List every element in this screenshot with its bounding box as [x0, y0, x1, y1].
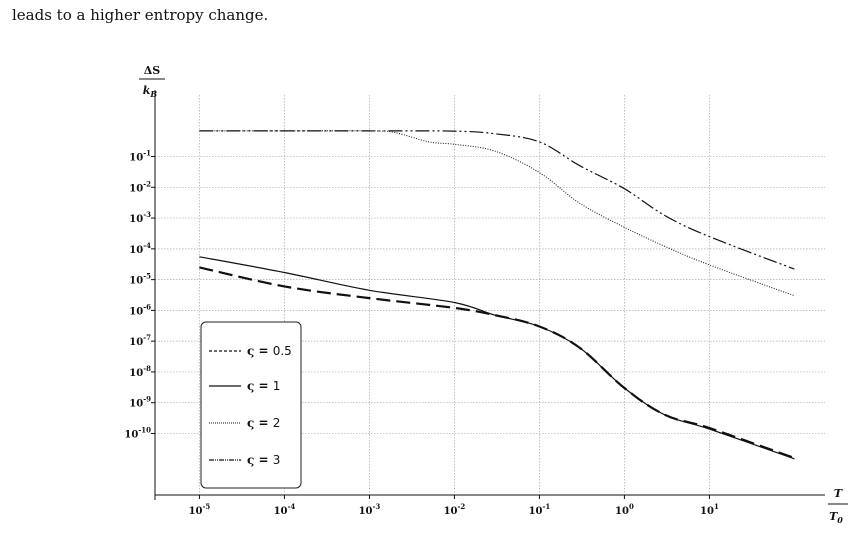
x-tick-label: 100	[615, 502, 634, 517]
legend-item: ς = 1	[209, 379, 280, 393]
legend-label: ς = 0.5	[247, 344, 292, 358]
x-tick-label: 10-3	[359, 502, 381, 517]
x-tick-label: 10-2	[444, 502, 466, 517]
y-tick-label: 10-4	[129, 241, 151, 256]
y-tick-label: 10-1	[129, 149, 151, 164]
y-tick-label: 10-7	[129, 333, 151, 348]
legend-label: ς = 3	[247, 453, 280, 467]
series-line-1	[199, 256, 795, 460]
legend-item: ς = 2	[209, 416, 280, 430]
x-axis-label-numerator: T	[834, 487, 843, 500]
y-axis-label: ΔS kB	[139, 64, 165, 99]
x-ticks: 10-5 10-4 10-3 10-2 10-1 100 101	[189, 495, 719, 517]
x-axis-label: T T0	[828, 487, 848, 525]
legend-box	[200, 321, 302, 489]
axes	[154, 90, 825, 500]
x-axis-label-denominator: T0	[829, 510, 843, 525]
x-tick-label: 10-1	[529, 502, 551, 517]
legend-item: ς = 3	[209, 453, 280, 467]
y-tick-label: 10-8	[129, 364, 151, 379]
y-tick-label: 10-3	[129, 210, 151, 225]
y-ticks: 10-1 10-2 10-3 10-4 10-5 10-6 10-7 10-8 10-9 10-1…	[124, 149, 155, 440]
x-tick-label: 101	[700, 502, 719, 517]
series-line-0	[199, 266, 795, 460]
y-tick-label: 10-2	[129, 179, 151, 194]
series-line-3	[199, 130, 795, 270]
y-tick-label: 10-6	[129, 302, 151, 317]
y-tick-label: 10-5	[129, 272, 151, 287]
legend-item: ς = 0.5	[209, 344, 292, 358]
intro-text: leads to a higher entropy change.	[12, 6, 269, 24]
y-tick-label: 10-10	[124, 425, 151, 440]
x-tick-label: 10-5	[189, 502, 211, 517]
series-line-2	[199, 130, 795, 297]
y-tick-label: 10-9	[129, 395, 151, 410]
y-axis-label-denominator: kB	[143, 84, 158, 99]
legend-label: ς = 1	[247, 379, 280, 393]
legend: ς = 0.5 ς = 1 ς = 2 ς = 3	[200, 321, 302, 489]
x-tick-label: 10-4	[274, 502, 296, 517]
y-axis-label-numerator: ΔS	[144, 64, 161, 77]
legend-label: ς = 2	[247, 416, 280, 430]
series-lines	[199, 130, 795, 460]
